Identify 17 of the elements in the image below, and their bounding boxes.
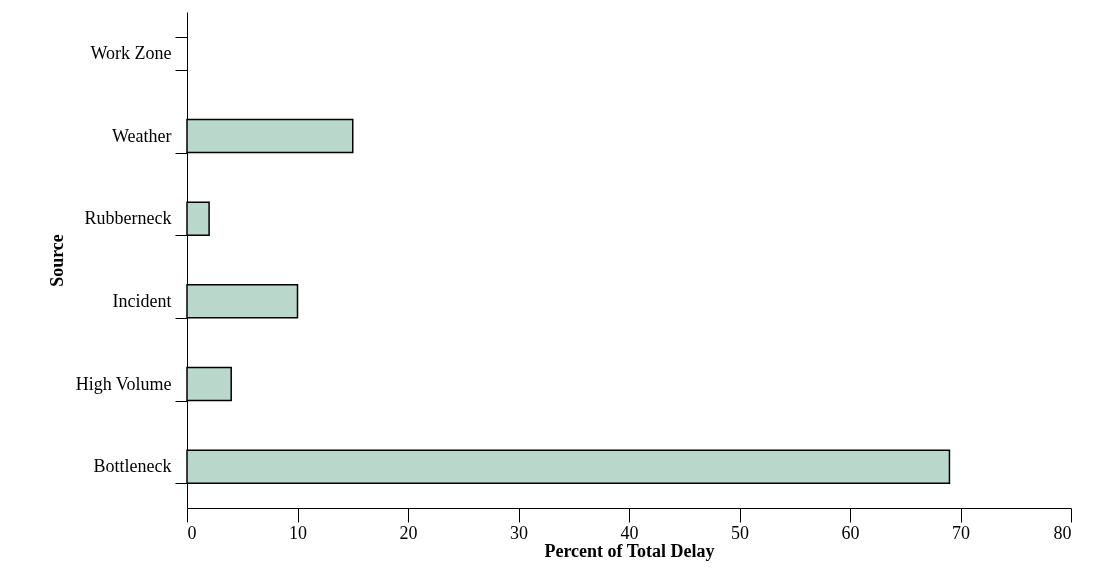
y-tick-label: Weather — [111, 125, 172, 146]
y-tick-label: High Volume — [75, 373, 172, 394]
x-tick-label: 50 — [731, 522, 749, 543]
x-tick-label: 0 — [187, 522, 197, 543]
y-axis-title: Source — [47, 234, 68, 287]
y-tick-label: Work Zone — [90, 42, 172, 63]
x-tick-label: 10 — [289, 522, 307, 543]
x-tick-label: 30 — [510, 522, 528, 543]
x-tick-label: 40 — [620, 522, 639, 543]
y-tick-label: Incident — [112, 290, 172, 311]
x-axis-title: Percent of Total Delay — [544, 540, 715, 561]
x-tick-label: 70 — [952, 522, 970, 543]
x-tick-label: 80 — [1053, 522, 1072, 543]
y-tick-label: Rubberneck — [84, 208, 172, 229]
y-tick-label: Bottleneck — [93, 456, 172, 477]
x-tick-label: 60 — [841, 522, 860, 543]
x-tick-label: 20 — [399, 522, 418, 543]
